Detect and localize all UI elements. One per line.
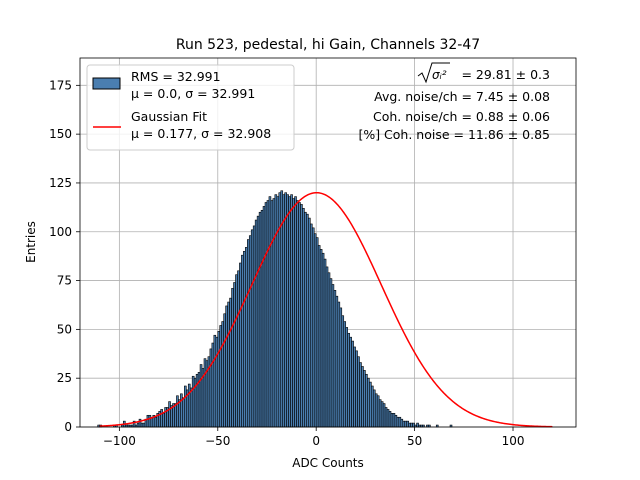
annotation-coh-noise: Coh. noise/ch = 0.88 ± 0.06	[373, 109, 550, 124]
x-axis-ticks: −100 −50 0 50 100	[103, 427, 525, 448]
y-axis-label: Entries	[24, 221, 38, 263]
annotation-avg-noise: Avg. noise/ch = 7.45 ± 0.08	[374, 89, 550, 104]
y-tick-label-0: 0	[64, 420, 72, 434]
y-axis-ticks: 0 25 50 75 100 125 150 175	[49, 78, 80, 434]
sigma-squared-symbol: σᵢ²	[432, 68, 447, 82]
x-tick-label-3: 50	[407, 434, 422, 448]
legend-entry-fit-stats: μ = 0.177, σ = 32.908	[131, 126, 271, 141]
legend-bar-swatch	[92, 77, 121, 90]
axes-frame	[79, 57, 577, 428]
legend-entry-histogram-stats: μ = 0.0, σ = 32.991	[131, 86, 255, 101]
y-tick-label-3: 75	[57, 274, 72, 288]
x-tick-label-4: 100	[502, 434, 525, 448]
x-tick-label-1: −50	[205, 434, 230, 448]
legend: RMS = 32.991 μ = 0.0, σ = 32.991 Gaussia…	[86, 64, 295, 151]
chart-title: Run 523, pedestal, hi Gain, Channels 32-…	[176, 37, 480, 53]
y-tick-label-4: 100	[49, 225, 72, 239]
legend-entry-fit: Gaussian Fit	[131, 109, 207, 124]
radical-sign	[417, 62, 450, 84]
gaussian-fit-line	[99, 191, 553, 428]
y-tick-label-1: 25	[57, 371, 72, 385]
x-axis-label: ADC Counts	[292, 456, 364, 470]
y-tick-label-7: 175	[49, 78, 72, 92]
annotation-coh-noise-percent: [%] Coh. noise = 11.86 ± 0.85	[358, 127, 550, 142]
x-tick-label-0: −100	[103, 434, 136, 448]
annotation-total-noise: = 29.81 ± 0.3	[461, 67, 550, 82]
noise-annotations: σᵢ² = 29.81 ± 0.3 Avg. noise/ch = 7.45 ±…	[358, 62, 550, 142]
legend-box	[86, 64, 295, 151]
y-tick-label-2: 50	[57, 322, 72, 336]
legend-entry-histogram: RMS = 32.991	[131, 69, 221, 84]
x-tick-label-2: 0	[312, 434, 320, 448]
y-tick-label-5: 125	[49, 176, 72, 190]
y-tick-label-6: 150	[49, 127, 72, 141]
